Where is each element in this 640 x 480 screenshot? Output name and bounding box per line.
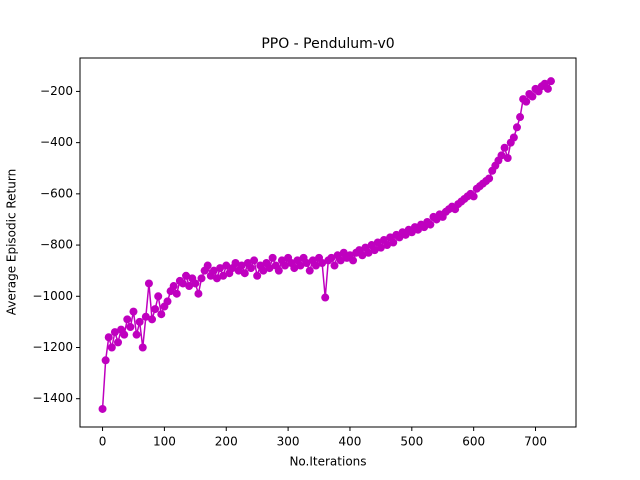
- x-tick-label: 200: [215, 435, 238, 449]
- data-point: [172, 289, 181, 298]
- data-point: [543, 84, 552, 93]
- data-point: [376, 243, 385, 252]
- data-point: [336, 256, 345, 265]
- data-point: [107, 343, 116, 352]
- data-point: [500, 143, 509, 152]
- data-point: [497, 151, 506, 160]
- y-tick-label: −1200: [32, 340, 73, 354]
- data-point: [509, 133, 518, 142]
- y-tick-label: −600: [40, 186, 73, 200]
- data-point: [185, 282, 194, 291]
- data-point: [129, 307, 138, 316]
- data-point: [110, 328, 119, 337]
- data-point: [101, 356, 110, 365]
- data-point: [240, 269, 249, 278]
- data-point: [120, 330, 129, 339]
- data-point: [281, 261, 290, 270]
- x-tick-label: 300: [277, 435, 300, 449]
- x-tick-label: 700: [524, 435, 547, 449]
- data-point: [203, 261, 212, 270]
- x-tick-label: 600: [462, 435, 485, 449]
- data-point: [169, 282, 178, 291]
- data-point: [512, 123, 521, 132]
- data-point: [268, 253, 277, 262]
- data-point: [522, 97, 531, 106]
- data-point: [253, 271, 262, 280]
- data-point: [237, 261, 246, 270]
- data-point: [191, 279, 200, 288]
- data-point: [311, 261, 320, 270]
- data-point: [305, 266, 314, 275]
- data-point: [318, 258, 327, 267]
- data-point: [327, 253, 336, 262]
- data-point: [302, 258, 311, 267]
- data-point: [126, 323, 135, 332]
- data-point: [349, 256, 358, 265]
- x-tick-label: 400: [339, 435, 362, 449]
- data-point: [123, 315, 132, 324]
- y-tick-label: −1400: [32, 391, 73, 405]
- data-point: [546, 77, 555, 86]
- data-point: [250, 256, 259, 265]
- data-point: [485, 174, 494, 183]
- data-point: [163, 297, 172, 306]
- data-point: [503, 153, 512, 162]
- data-point: [370, 246, 379, 255]
- data-point: [426, 220, 435, 229]
- x-tick-label: 0: [99, 435, 107, 449]
- data-point: [358, 251, 367, 260]
- data-point: [182, 271, 191, 280]
- data-point: [98, 404, 107, 413]
- data-point: [274, 266, 283, 275]
- data-point: [144, 279, 153, 288]
- data-point: [231, 258, 240, 267]
- data-point: [138, 343, 147, 352]
- x-tick-label: 100: [153, 435, 176, 449]
- data-point: [246, 264, 255, 273]
- data-point: [154, 292, 163, 301]
- data-point: [364, 248, 373, 257]
- data-point: [178, 279, 187, 288]
- data-point: [209, 266, 218, 275]
- data-point: [132, 330, 141, 339]
- data-point: [151, 305, 160, 314]
- data-point: [516, 113, 525, 122]
- data-point: [222, 261, 231, 270]
- data-point: [389, 238, 398, 247]
- data-point: [135, 317, 144, 326]
- x-axis-label: No.Iterations: [289, 455, 366, 469]
- data-point: [104, 333, 113, 342]
- data-point: [212, 274, 221, 283]
- data-point: [290, 264, 299, 273]
- data-point: [296, 261, 305, 270]
- data-point: [194, 289, 203, 298]
- data-point: [330, 261, 339, 270]
- data-point: [469, 192, 478, 201]
- data-point: [259, 266, 268, 275]
- x-tick-label: 500: [400, 435, 423, 449]
- data-point: [219, 271, 228, 280]
- data-point: [528, 92, 537, 101]
- data-point: [197, 274, 206, 283]
- y-tick-label: −1000: [32, 289, 73, 303]
- plot-frame: [79, 57, 577, 428]
- y-tick-label: −400: [40, 135, 73, 149]
- data-point: [265, 264, 274, 273]
- y-tick-label: −800: [40, 238, 73, 252]
- data-point: [216, 264, 225, 273]
- data-point: [157, 310, 166, 319]
- data-point: [148, 315, 157, 324]
- y-tick-label: −200: [40, 84, 73, 98]
- data-point: [383, 241, 392, 250]
- data-point: [141, 312, 150, 321]
- data-point: [321, 293, 330, 302]
- data-point: [114, 338, 123, 347]
- chart-title: PPO - Pendulum-v0: [261, 36, 394, 52]
- y-axis-label: Average Episodic Return: [5, 169, 19, 315]
